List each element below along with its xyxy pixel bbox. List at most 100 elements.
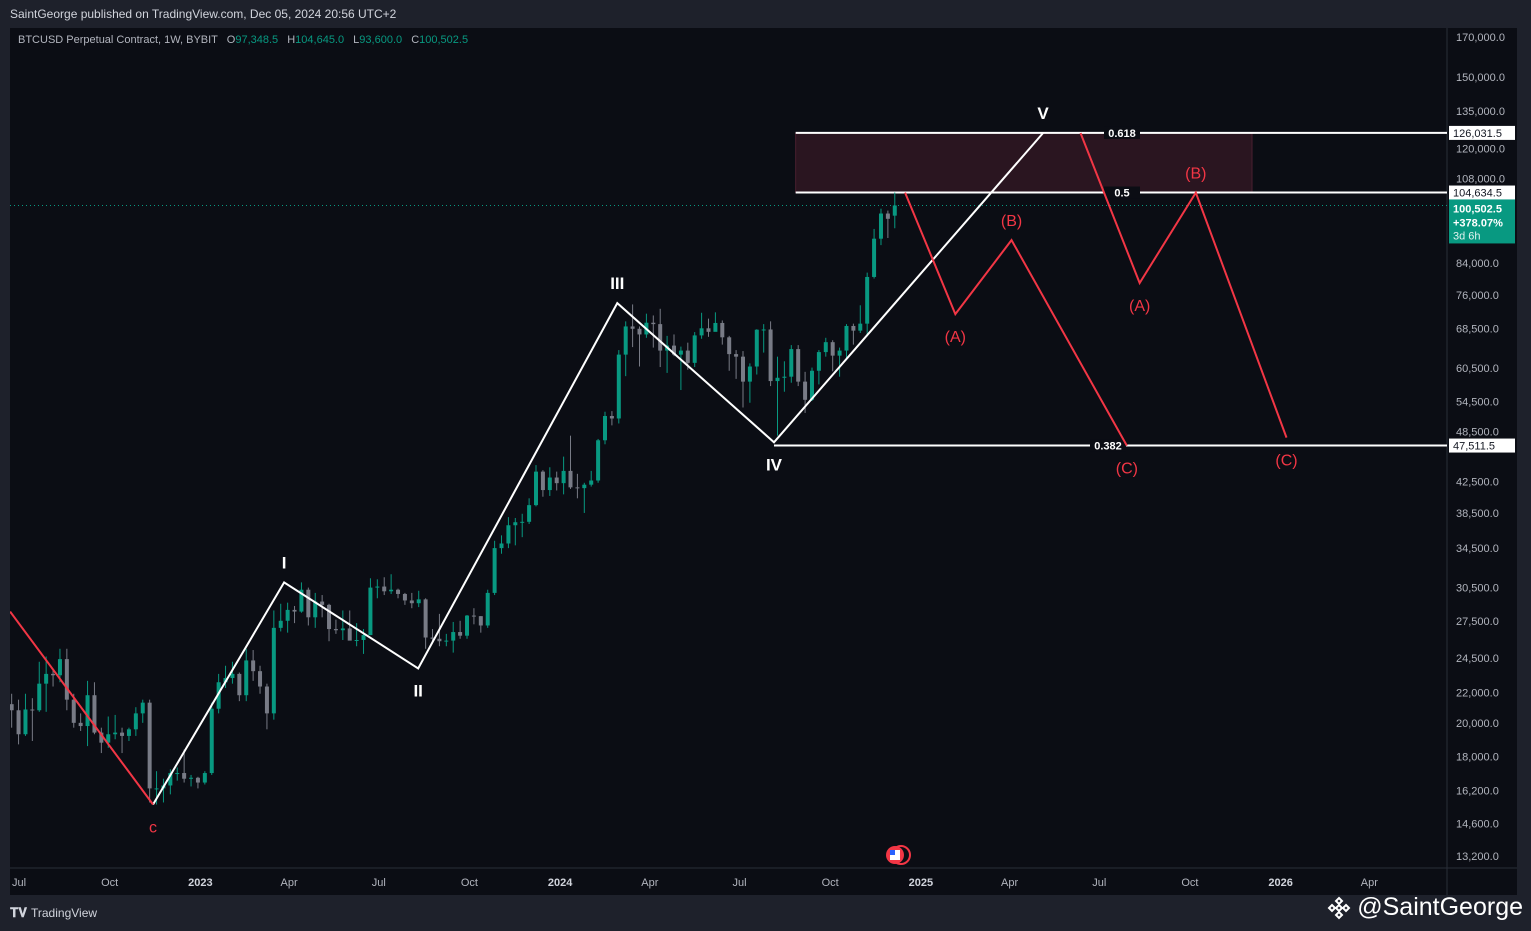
candle-body: [16, 710, 21, 735]
candle-body: [278, 620, 283, 628]
candle-body: [651, 322, 656, 325]
candle-body: [209, 708, 214, 774]
price-tick-label: 54,500.0: [1456, 397, 1499, 409]
price-label-bg: [1449, 185, 1515, 200]
open-label: O: [226, 34, 236, 46]
candle-body: [465, 615, 470, 636]
price-tick-label: 48,500.0: [1456, 427, 1499, 439]
wave-label: V: [1037, 104, 1049, 123]
wave-label: II: [413, 681, 422, 700]
candle-body: [106, 734, 111, 743]
candle-body: [671, 345, 676, 355]
time-tick-label: Oct: [1181, 877, 1198, 889]
price-chart[interactable]: 0.6180.50.382IIIIIIIVVc(A)(B)(C)(A)(B)(C…: [10, 28, 1517, 895]
last-price-change: +378.07%: [1453, 217, 1503, 229]
candle-body: [133, 713, 138, 730]
target-zone: [795, 132, 1253, 194]
candle-body: [713, 322, 718, 332]
candle-body: [327, 604, 332, 630]
candle-body: [623, 326, 628, 355]
candle-body: [534, 471, 539, 506]
candle-body: [554, 477, 559, 484]
candle-body: [237, 673, 242, 696]
price-tick-label: 150,000.0: [1456, 72, 1505, 84]
candle-body: [823, 342, 828, 353]
price-tick-label: 76,000.0: [1456, 290, 1499, 302]
candle-body: [561, 470, 566, 484]
time-tick-label: Jul: [732, 877, 746, 889]
chart-pane[interactable]: [10, 28, 1517, 895]
candle-body: [506, 525, 511, 544]
candle-body: [471, 615, 476, 617]
candle-body: [858, 323, 863, 331]
candle-body: [616, 354, 621, 419]
candle-body: [609, 416, 614, 419]
low-label: L: [353, 34, 360, 46]
symbol-title[interactable]: BTCUSD Perpetual Contract, 1W, BYBIT: [18, 34, 218, 46]
price-tick-label: 42,500.0: [1456, 476, 1499, 488]
candle-body: [734, 354, 739, 357]
candle-body: [878, 213, 883, 239]
time-tick-label: Apr: [1001, 877, 1018, 889]
diamond-logo-icon: [1327, 896, 1351, 919]
candle-body: [361, 635, 366, 640]
tradingview-logo-icon: 𝐓𝐕: [10, 905, 27, 920]
author-watermark: @SaintGeorge: [1327, 893, 1523, 922]
candle-body: [872, 238, 877, 277]
candle-body: [458, 632, 463, 636]
candle-body: [437, 638, 442, 642]
wave-label: IV: [766, 455, 783, 474]
price-tick-label: 135,000.0: [1456, 106, 1505, 118]
candle-body: [747, 366, 752, 382]
candle-body: [699, 328, 704, 336]
candle-body: [389, 589, 394, 592]
candle-body: [92, 695, 97, 733]
candle-body: [271, 627, 276, 714]
candle-body: [264, 686, 269, 714]
price-label-bg: [1449, 438, 1515, 453]
candle-body: [216, 682, 221, 709]
price-tick-label: 22,000.0: [1456, 687, 1499, 699]
candle-body: [306, 589, 311, 618]
candle-body: [885, 213, 890, 219]
candle-body: [865, 276, 870, 324]
candle-body: [23, 709, 28, 735]
candle-body: [251, 660, 256, 672]
us-flag-canton-icon: [890, 850, 895, 855]
candle-body: [692, 335, 697, 363]
candle-body: [313, 601, 318, 618]
price-tick-label: 108,000.0: [1456, 174, 1505, 186]
candle-body: [444, 640, 449, 642]
last-price-value: 100,502.5: [1453, 203, 1502, 215]
candle-body: [368, 587, 373, 636]
high-label: H: [287, 34, 296, 46]
fib-label-bg: [1090, 439, 1126, 452]
price-tick-label: 16,200.0: [1456, 785, 1499, 797]
candle-body: [258, 671, 263, 687]
time-tick-label: 2023: [188, 877, 212, 889]
candle-body: [485, 592, 490, 626]
last-price-tag: [1449, 199, 1515, 244]
price-tick-label: 84,000.0: [1456, 258, 1499, 270]
price-label: 126,031.5: [1453, 128, 1502, 140]
tradingview-logo-text: TradingView: [31, 906, 98, 920]
candle-body: [71, 699, 76, 723]
candle-body: [402, 593, 407, 601]
wave-label: (B): [1001, 213, 1022, 230]
candle-body: [120, 732, 125, 736]
price-tick-label: 27,500.0: [1456, 616, 1499, 628]
wave-prior: [10, 610, 154, 806]
candle-body: [775, 377, 780, 382]
tradingview-logo[interactable]: 𝐓𝐕 TradingView: [10, 905, 97, 921]
candle-body: [320, 601, 325, 605]
candle-body: [547, 477, 552, 491]
price-tick-label: 24,500.0: [1456, 653, 1499, 665]
price-label: 104,634.5: [1453, 188, 1502, 200]
candle-body: [837, 350, 842, 356]
fib-label-bg: [1104, 126, 1140, 139]
candle-body: [706, 328, 711, 332]
candle-body: [51, 673, 56, 676]
price-tick-label: 20,000.0: [1456, 718, 1499, 730]
close-value: 100,502.5: [419, 34, 469, 46]
candle-body: [147, 702, 152, 789]
